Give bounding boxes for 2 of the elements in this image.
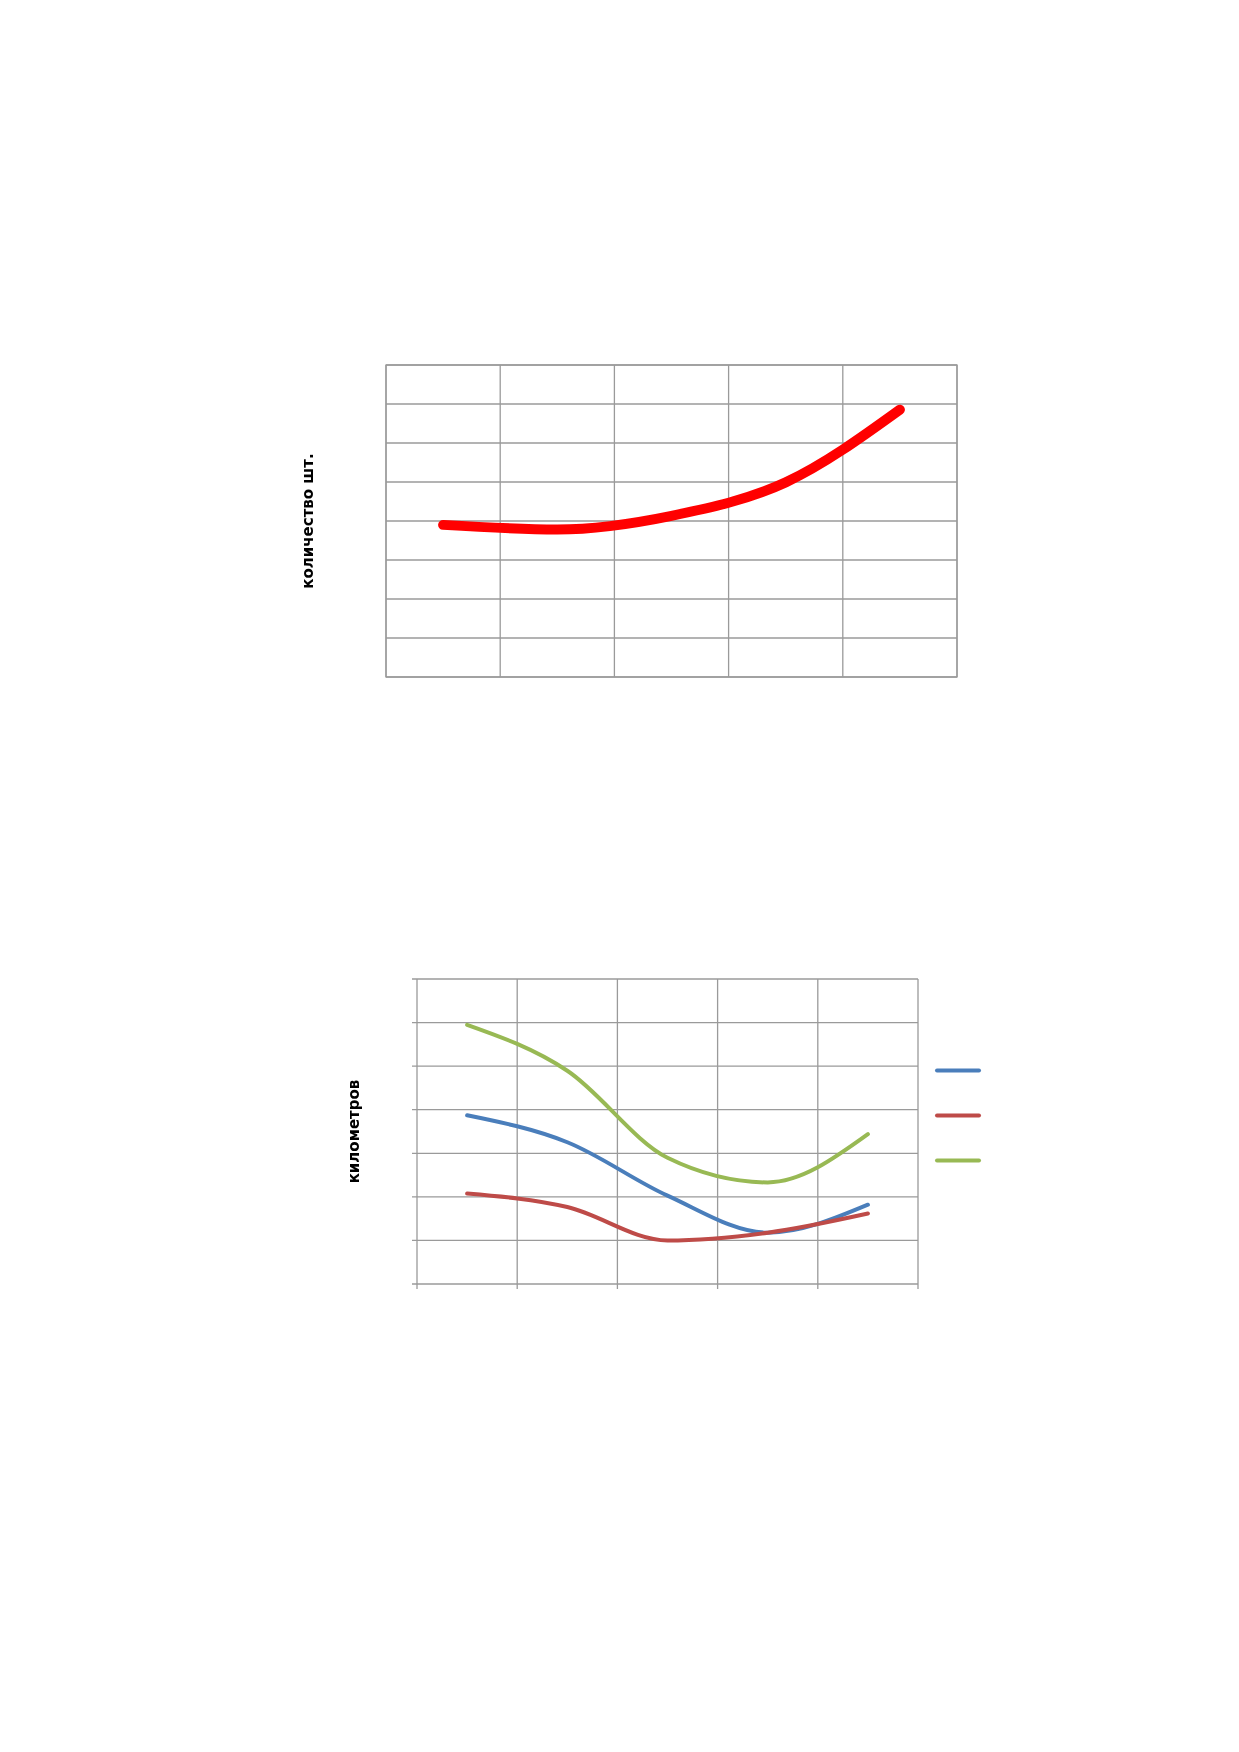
- y-axis-title: количество шт.: [298, 453, 317, 589]
- y-axis-title: километров: [344, 1079, 363, 1184]
